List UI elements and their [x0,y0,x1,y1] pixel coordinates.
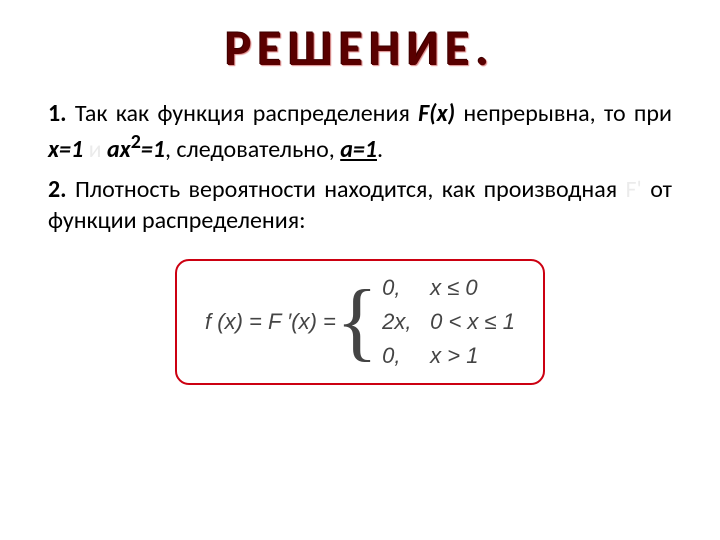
p1-seg3: , следовательно, [165,135,340,164]
slide-title: РЕШЕНИЕ. [48,18,672,79]
case-row: 2x, 0 < x ≤ 1 [382,309,515,335]
p1-ax-a: ax [107,135,131,164]
case-cond: 0 < x ≤ 1 [430,309,515,335]
p1-number: 1. [48,99,67,128]
p1-period: . [377,135,383,164]
case-cond: x ≤ 0 [430,275,478,301]
p1-ax-sup: 2 [131,130,141,154]
formula-lhs: f (x) = F ′(x) = [205,309,336,335]
case-val: 2x, [382,309,416,335]
paragraph-1: 1. Так как функция распределения F(x) не… [48,99,672,165]
p1-ax-eq: =1 [141,135,165,164]
p1-fx: F(x) [418,99,455,128]
p1-seg2: непрерывна, то при [463,99,672,128]
brace-icon: { [336,291,378,353]
p1-dim1: и [89,135,102,164]
formula-cases: 0, x ≤ 0 2x, 0 < x ≤ 1 0, x > 1 [382,275,515,369]
p1-a1: a=1 [340,135,377,164]
case-val: 0, [382,275,416,301]
paragraph-2: 2. Плотность вероятности находится, как … [48,175,672,236]
p1-x1: x=1 [48,135,89,164]
case-row: 0, x ≤ 0 [382,275,515,301]
case-cond: x > 1 [430,343,478,369]
p2-number: 2. [48,175,67,204]
p2-dim1: F' [625,175,641,204]
formula-row: f (x) = F ′(x) = { 0, x ≤ 0 2x, 0 < x ≤ … [205,275,515,369]
p2-seg1: Плотность вероятности находится, как про… [75,175,625,204]
case-val: 0, [382,343,416,369]
formula-box: f (x) = F ′(x) = { 0, x ≤ 0 2x, 0 < x ≤ … [175,259,545,385]
p1-seg1: Так как функция распределения [75,99,418,128]
case-row: 0, x > 1 [382,343,515,369]
